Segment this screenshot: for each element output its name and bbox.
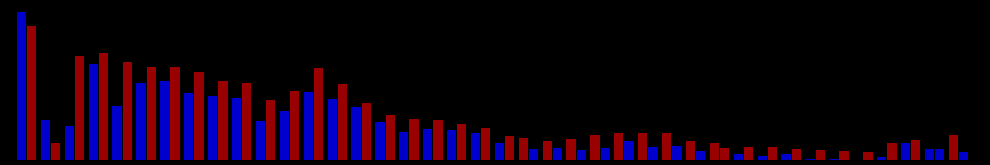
Bar [99,53,108,160]
Bar [768,147,777,160]
Bar [88,64,98,160]
Bar [662,133,671,160]
Bar [887,143,897,160]
Bar [113,106,122,160]
Bar [840,151,848,160]
Bar [457,124,466,160]
Bar [696,151,706,160]
Bar [792,149,801,160]
Bar [590,135,600,160]
Bar [830,159,839,160]
Bar [385,115,395,160]
Bar [648,147,657,160]
Bar [710,143,719,160]
Bar [863,152,872,160]
Bar [481,128,490,160]
Bar [434,120,443,160]
Bar [552,148,562,160]
Bar [543,141,551,160]
Bar [137,83,146,160]
Bar [743,147,753,160]
Bar [266,100,275,160]
Bar [446,130,456,160]
Bar [720,148,730,160]
Bar [505,136,514,160]
Bar [757,156,767,160]
Bar [877,157,886,160]
Bar [27,26,37,160]
Bar [625,141,634,160]
Bar [948,135,958,160]
Bar [170,67,180,160]
Bar [734,154,742,160]
Bar [925,149,935,160]
Bar [601,148,610,160]
Bar [576,150,586,160]
Bar [471,133,480,160]
Bar [255,121,265,160]
Bar [314,68,323,160]
Bar [519,138,528,160]
Bar [410,119,419,160]
Bar [232,98,242,160]
Bar [64,126,74,160]
Bar [208,96,217,160]
Bar [911,140,921,160]
Bar [399,132,409,160]
Bar [901,143,910,160]
Bar [495,143,504,160]
Bar [351,107,360,160]
Bar [41,120,50,160]
Bar [51,143,60,160]
Bar [805,159,815,160]
Bar [959,152,968,160]
Bar [290,90,299,160]
Bar [17,12,26,160]
Bar [123,62,132,160]
Bar [781,154,791,160]
Bar [243,82,251,160]
Bar [686,141,695,160]
Bar [160,81,169,160]
Bar [218,81,228,160]
Bar [529,149,539,160]
Bar [338,84,347,160]
Bar [816,150,825,160]
Bar [375,122,384,160]
Bar [672,146,681,160]
Bar [304,92,313,160]
Bar [280,111,289,160]
Bar [614,133,624,160]
Bar [328,99,337,160]
Bar [639,133,647,160]
Bar [184,93,193,160]
Bar [423,129,433,160]
Bar [194,72,204,160]
Bar [936,149,944,160]
Bar [361,103,371,160]
Bar [566,139,576,160]
Bar [75,56,84,160]
Bar [147,67,155,160]
